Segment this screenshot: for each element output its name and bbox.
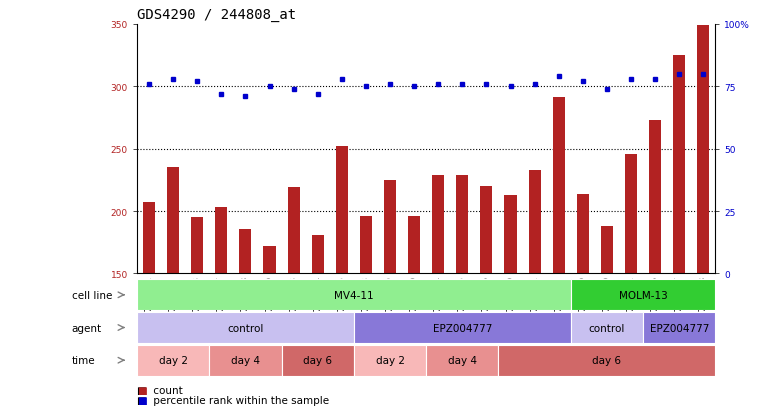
Bar xyxy=(601,226,613,413)
Text: cell line: cell line xyxy=(72,290,112,300)
Bar xyxy=(191,218,203,413)
Bar xyxy=(649,121,661,413)
Text: day 6: day 6 xyxy=(303,355,333,366)
Text: day 2: day 2 xyxy=(375,355,405,366)
Text: agent: agent xyxy=(72,323,102,333)
Text: time: time xyxy=(72,355,95,366)
Bar xyxy=(529,171,540,413)
Bar xyxy=(336,147,348,413)
Bar xyxy=(498,345,715,376)
Bar xyxy=(426,345,498,376)
Bar xyxy=(354,312,571,343)
Text: EPZ004777: EPZ004777 xyxy=(432,323,492,333)
Bar xyxy=(137,312,354,343)
Text: day 6: day 6 xyxy=(592,355,622,366)
Bar xyxy=(209,345,282,376)
Bar xyxy=(240,229,251,413)
Bar xyxy=(457,176,468,413)
Bar xyxy=(673,56,685,413)
Bar xyxy=(643,312,715,343)
Bar xyxy=(432,176,444,413)
Bar xyxy=(167,168,179,413)
Text: control: control xyxy=(228,323,263,333)
Text: ■  count: ■ count xyxy=(137,385,183,395)
Bar xyxy=(288,188,300,413)
Text: day 4: day 4 xyxy=(231,355,260,366)
Bar xyxy=(571,280,715,311)
Text: GDS4290 / 244808_at: GDS4290 / 244808_at xyxy=(137,8,296,22)
Bar xyxy=(143,203,155,413)
Bar xyxy=(263,247,275,413)
Bar xyxy=(408,216,420,413)
Bar xyxy=(384,180,396,413)
Text: ■: ■ xyxy=(137,395,147,405)
Text: MV4-11: MV4-11 xyxy=(334,290,374,300)
Bar xyxy=(571,312,643,343)
Bar xyxy=(312,235,323,413)
Bar xyxy=(625,154,637,413)
Bar xyxy=(480,187,492,413)
Bar xyxy=(215,208,228,413)
Bar xyxy=(354,345,426,376)
Bar xyxy=(137,280,571,311)
Bar xyxy=(282,345,354,376)
Bar xyxy=(137,345,209,376)
Text: day 2: day 2 xyxy=(158,355,188,366)
Bar xyxy=(552,98,565,413)
Text: day 4: day 4 xyxy=(447,355,477,366)
Text: control: control xyxy=(589,323,625,333)
Bar xyxy=(360,216,372,413)
Text: ■: ■ xyxy=(137,385,147,395)
Text: EPZ004777: EPZ004777 xyxy=(649,323,709,333)
Bar xyxy=(505,195,517,413)
Bar xyxy=(697,26,709,413)
Bar xyxy=(577,194,589,413)
Text: MOLM-13: MOLM-13 xyxy=(619,290,667,300)
Text: ■  percentile rank within the sample: ■ percentile rank within the sample xyxy=(137,395,329,405)
